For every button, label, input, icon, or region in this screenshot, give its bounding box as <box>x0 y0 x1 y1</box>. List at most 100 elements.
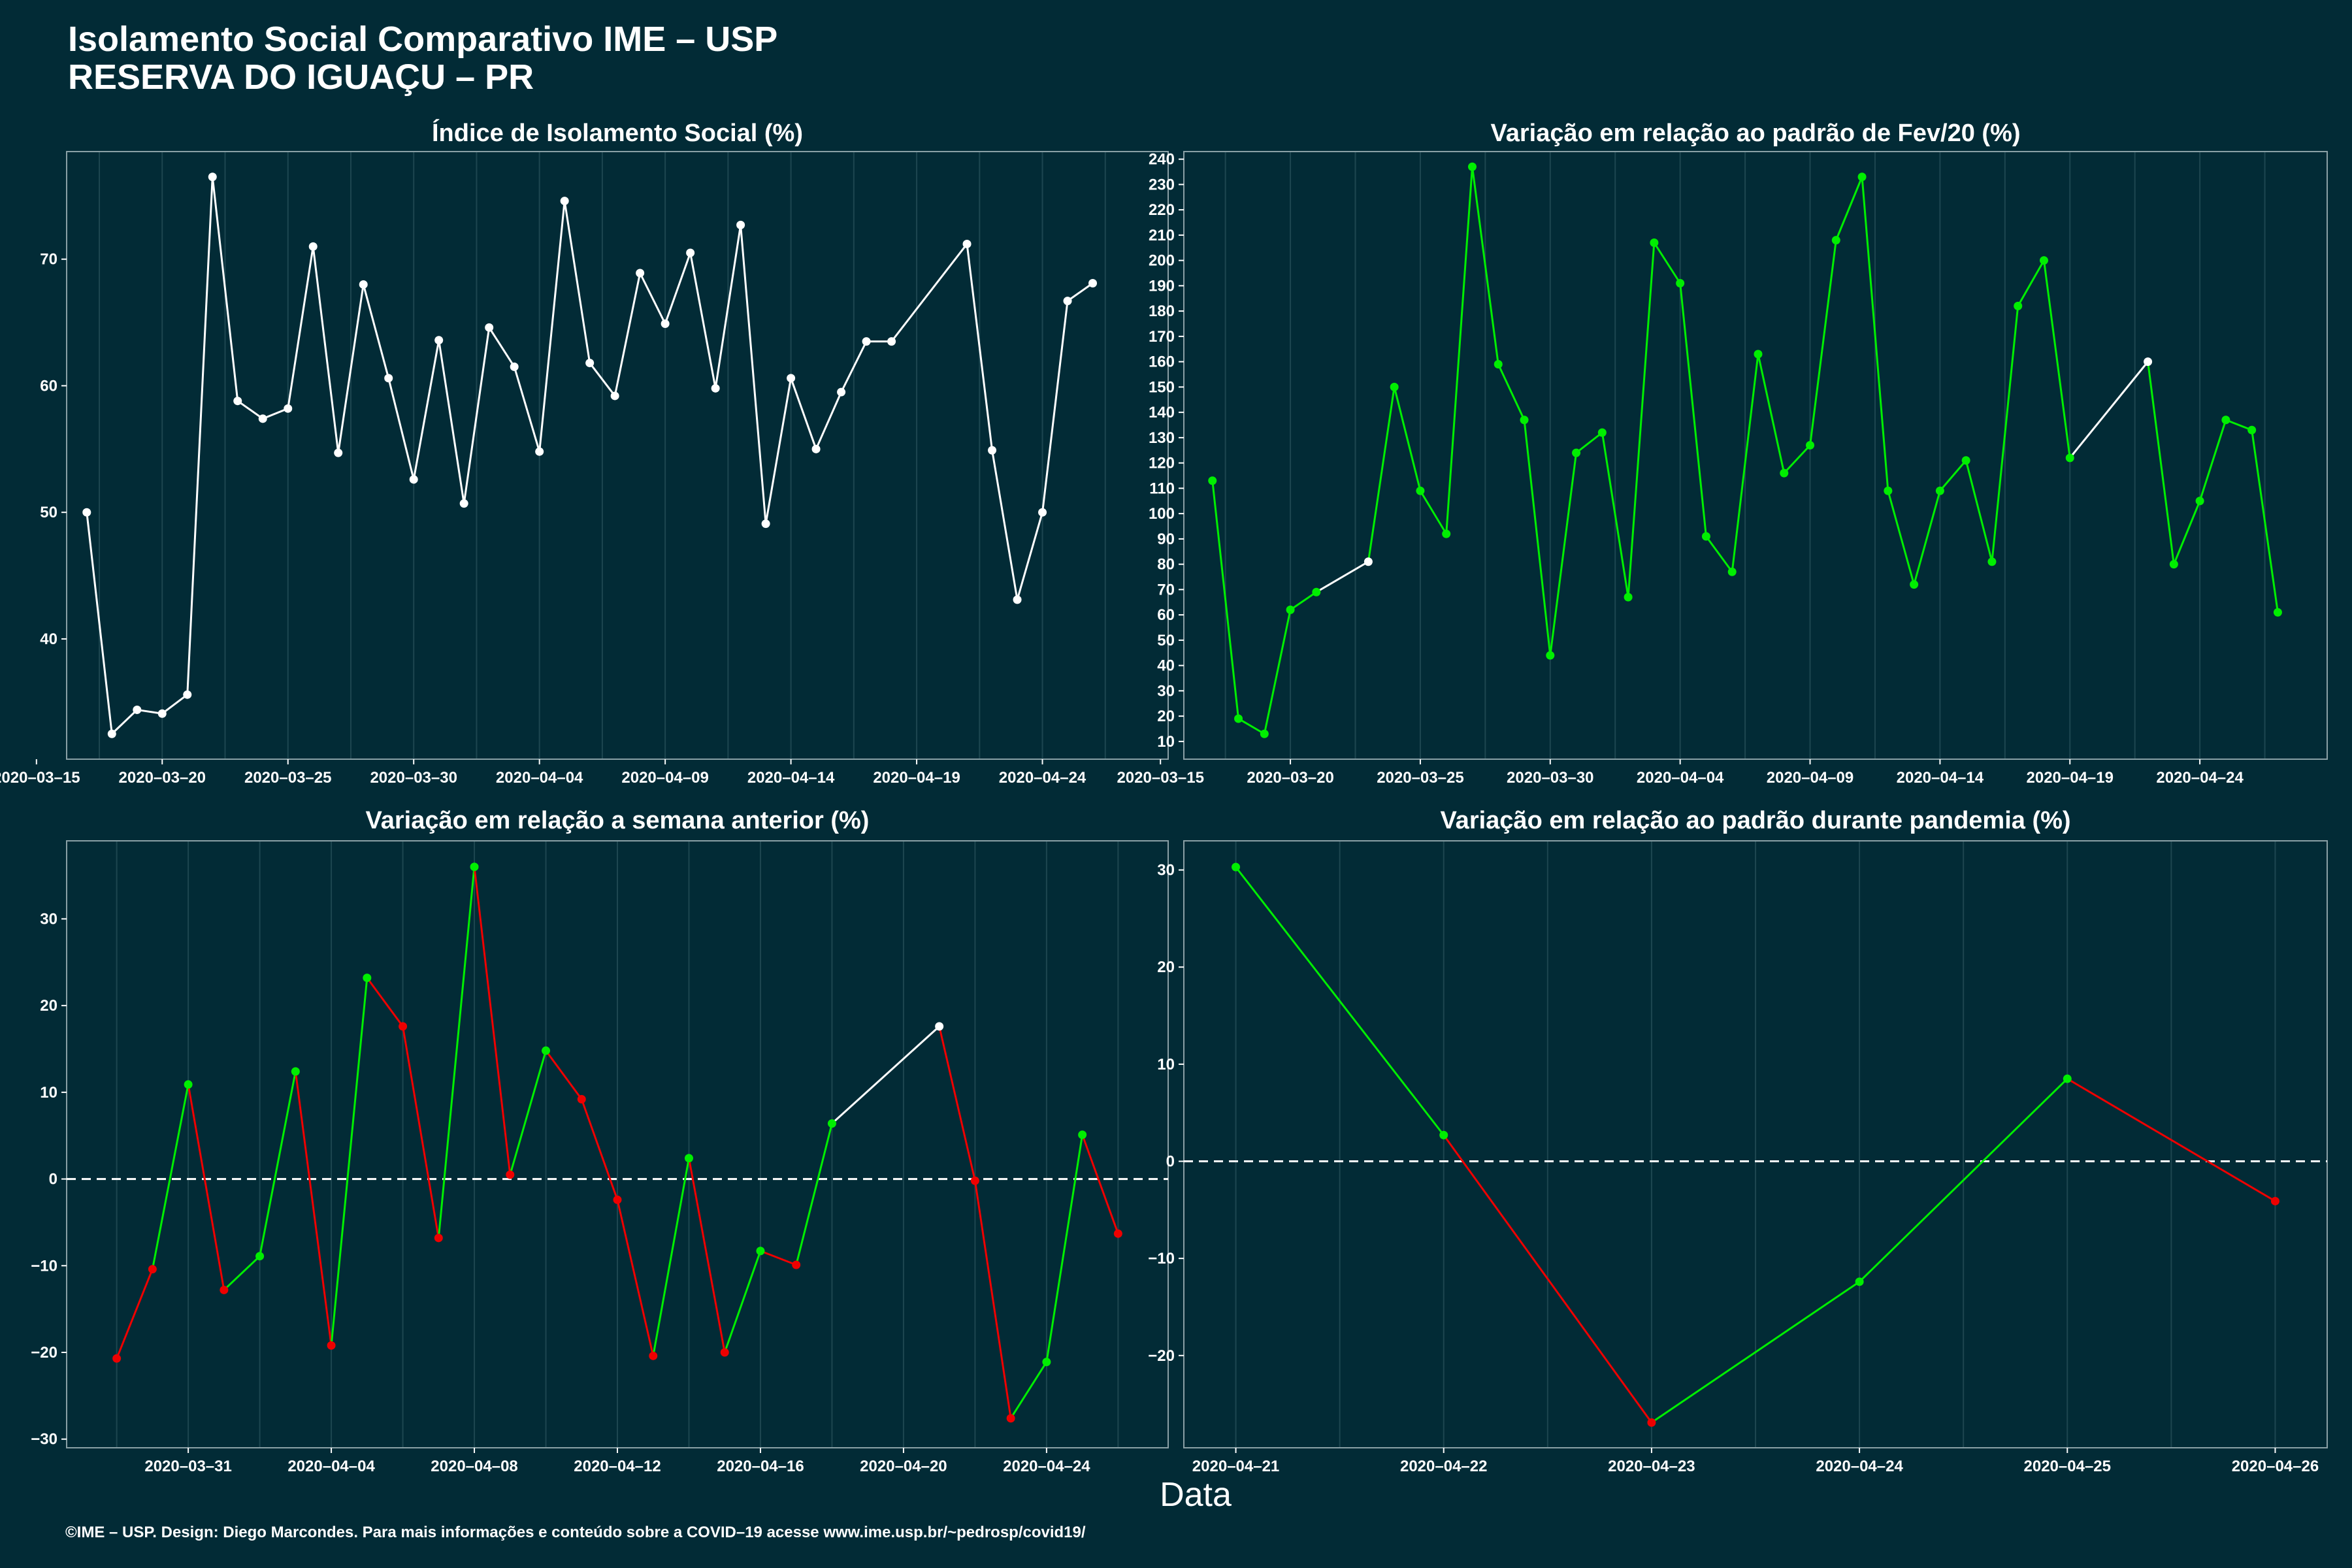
data-point <box>577 1094 586 1103</box>
panel-border <box>1183 151 2328 760</box>
series-segment <box>262 407 289 420</box>
series-segment <box>1471 167 1499 365</box>
series-segment <box>187 1084 225 1290</box>
series-segment <box>639 272 666 325</box>
data-point <box>787 374 796 383</box>
series-segment <box>1263 610 1292 734</box>
data-point <box>610 391 619 400</box>
series-segment <box>1809 240 1837 446</box>
y-tick-label: 240 <box>1149 151 1175 169</box>
y-tick-label: 30 <box>40 910 57 928</box>
series-segment <box>1627 242 1656 598</box>
series-segment <box>1601 432 1629 598</box>
data-point <box>962 239 972 248</box>
data-point <box>112 1354 122 1363</box>
series-points <box>1208 162 2282 738</box>
data-point <box>2169 560 2178 569</box>
y-tick-label: 180 <box>1149 302 1175 320</box>
data-point <box>756 1247 765 1256</box>
series-segment <box>2042 260 2071 459</box>
y-tick-label: 20 <box>40 997 57 1015</box>
series-segment <box>2017 259 2045 307</box>
x-tick-label: 2020–03–20 <box>119 769 206 787</box>
data-point <box>1234 714 1243 723</box>
data-point <box>255 1252 265 1261</box>
y-tick-label: −30 <box>31 1431 57 1448</box>
data-point <box>2063 1074 2072 1083</box>
x-tick-label: 2020–03–20 <box>1247 769 1333 787</box>
x-tick-label: 2020–03–15 <box>0 769 80 787</box>
data-point <box>291 1067 300 1076</box>
series-segment <box>1497 363 1526 421</box>
data-point <box>434 336 444 345</box>
series-segment <box>387 378 415 480</box>
series-segment <box>938 1026 976 1181</box>
data-point <box>827 1119 836 1128</box>
data-point <box>510 362 519 371</box>
series-segment <box>580 1098 619 1200</box>
series-segment <box>161 693 188 715</box>
series-segment <box>1211 480 1240 719</box>
data-point <box>736 220 745 229</box>
series-segment <box>1757 353 1786 474</box>
data-point <box>811 444 821 453</box>
series-segment <box>1235 866 1445 1136</box>
data-point <box>613 1195 622 1204</box>
y-tick-label: 110 <box>1149 480 1175 497</box>
series-segment <box>2198 419 2227 502</box>
series-segment <box>1679 283 1707 537</box>
series-segment <box>463 327 491 504</box>
series-segment <box>330 977 368 1346</box>
y-tick-label: 140 <box>1149 404 1175 421</box>
panel-title: Índice de Isolamento Social (%) <box>432 118 803 147</box>
data-point <box>1520 416 1529 425</box>
x-tick-label: 2020–04–22 <box>1400 1458 1487 1475</box>
series-segment <box>412 340 440 480</box>
panel-title: Variação em relação a semana anterior (%… <box>366 807 870 834</box>
x-tick-label: 2020–04–04 <box>496 769 583 787</box>
series-segment <box>237 400 264 420</box>
data-point <box>184 1080 193 1089</box>
data-point <box>1727 567 1737 576</box>
y-tick-label: 230 <box>1149 176 1175 193</box>
y-tick-label: −10 <box>31 1257 57 1275</box>
data-point <box>107 729 116 738</box>
data-point <box>1494 360 1503 368</box>
data-point <box>148 1265 157 1274</box>
series-segment <box>1367 387 1396 562</box>
data-point <box>1442 529 1451 538</box>
series-segment <box>1393 387 1422 491</box>
series-segment <box>1009 1361 1048 1419</box>
y-tick-label: 60 <box>40 377 57 395</box>
data-point <box>1416 486 1425 495</box>
series-segment <box>437 866 476 1238</box>
panel-title: Variação em relação ao padrão durante pa… <box>1440 807 2070 834</box>
data-point <box>434 1233 443 1243</box>
series-segment <box>616 1200 655 1356</box>
data-point <box>1088 279 1098 287</box>
data-point <box>384 374 393 383</box>
series-segment <box>1443 1134 1653 1424</box>
data-point <box>1390 382 1399 391</box>
data-point <box>2273 608 2282 617</box>
data-point <box>2144 357 2153 367</box>
data-point <box>1208 476 1217 485</box>
series-points <box>1232 862 2279 1427</box>
y-tick-label: 210 <box>1149 227 1175 244</box>
series-segment <box>509 1050 547 1175</box>
y-tick-label: 220 <box>1149 201 1175 219</box>
x-tick-label: 2020–04–25 <box>2024 1458 2111 1475</box>
data-point <box>1260 729 1269 738</box>
data-point <box>585 359 595 368</box>
data-point <box>1884 486 1893 495</box>
grid-lines <box>1235 841 2276 1448</box>
y-tick-label: 70 <box>1157 581 1175 598</box>
data-point <box>82 508 91 517</box>
data-point <box>208 172 217 182</box>
data-point <box>1831 236 1840 245</box>
data-point <box>1006 1414 1015 1423</box>
series-segment <box>2225 419 2253 431</box>
y-tick-label: 60 <box>1157 606 1175 624</box>
